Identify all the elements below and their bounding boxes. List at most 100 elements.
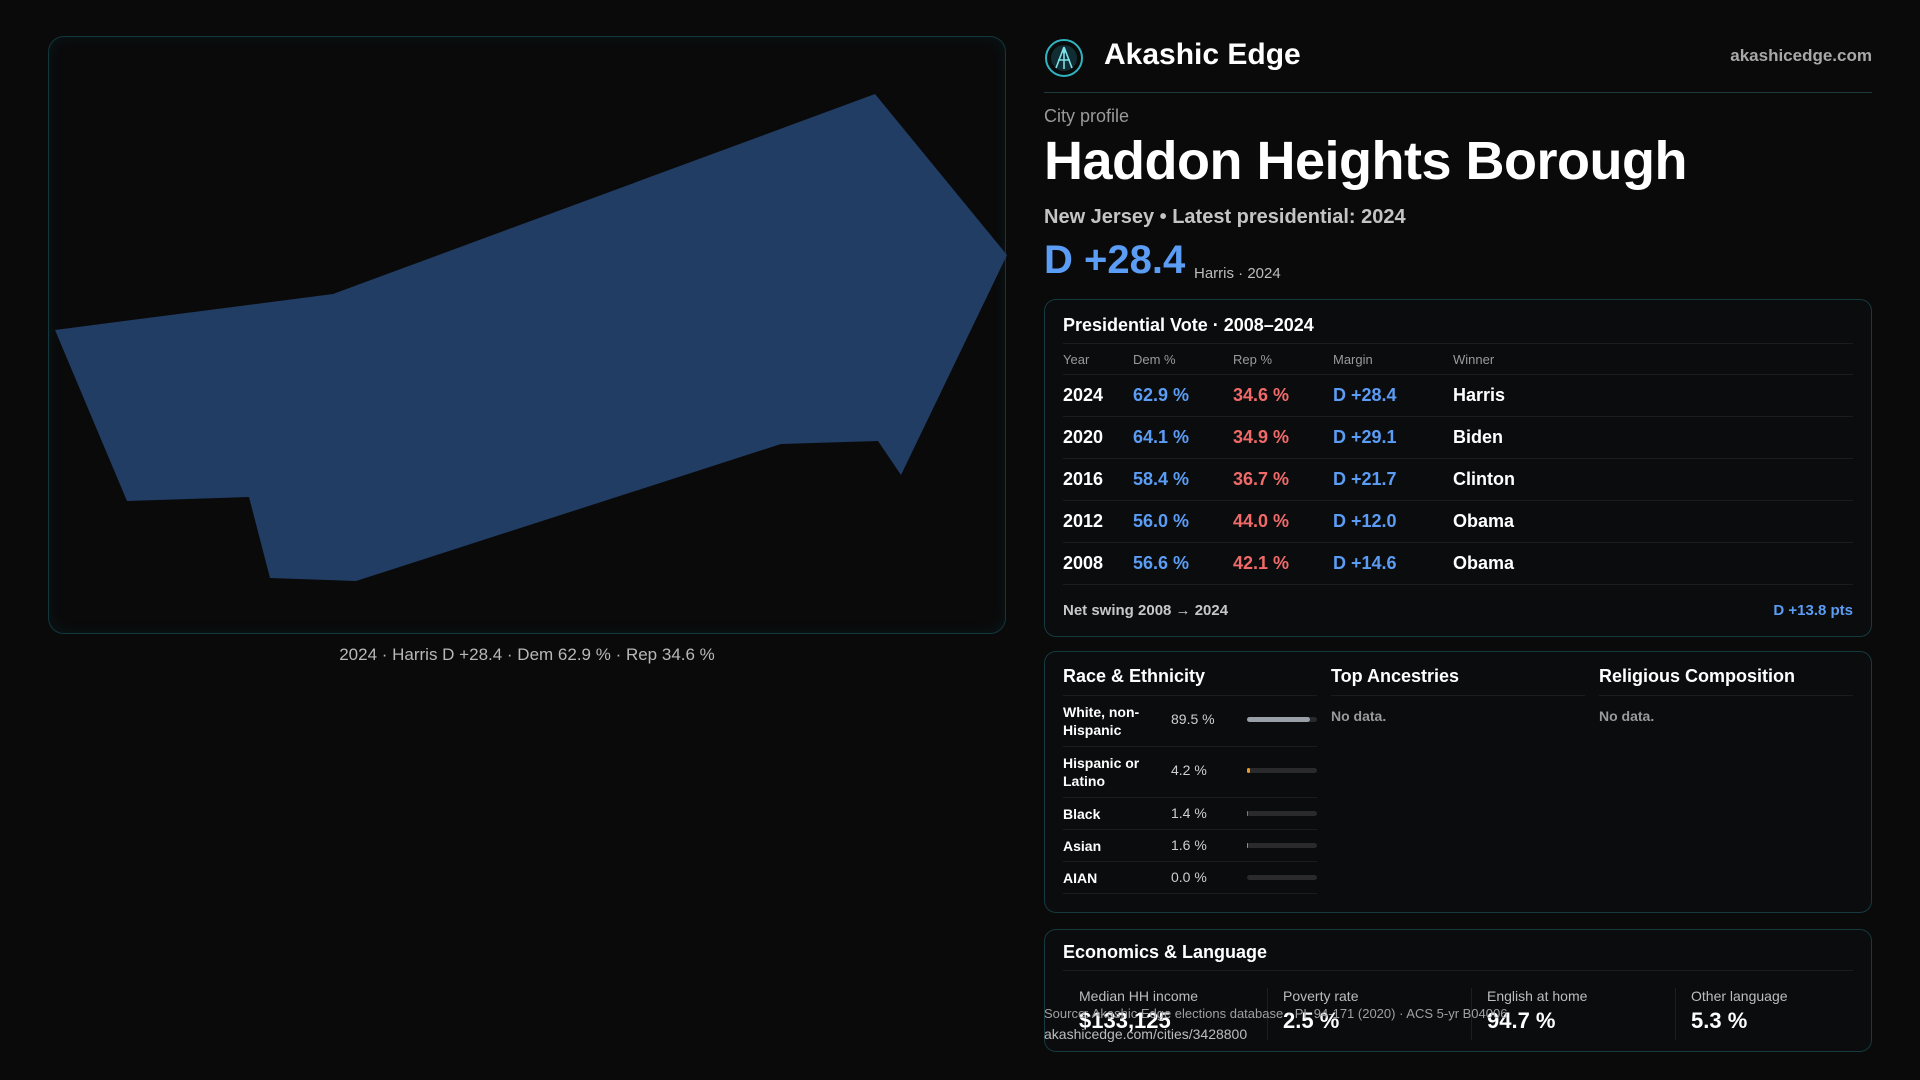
row-rep: 36.7 % [1233, 458, 1333, 501]
race-label: Asian [1063, 838, 1102, 854]
econ-value: 94.7 % [1487, 1008, 1556, 1033]
row-margin: D +12.0 [1333, 500, 1453, 543]
race-row: AIAN 0.0 % [1063, 862, 1317, 894]
divider [1675, 988, 1676, 1040]
race-pct: 4.2 % [1171, 762, 1207, 778]
race-label: AIAN [1063, 870, 1098, 886]
race-bar [1247, 875, 1317, 880]
econ-value: $133,125 [1079, 1008, 1171, 1033]
divider [1063, 970, 1853, 971]
econ-cell-english: English at home 94.7 % [1487, 988, 1667, 1034]
race-title: Race & Ethnicity [1063, 666, 1317, 696]
religion-column: Religious Composition No data. [1599, 666, 1853, 724]
row-rep: 34.6 % [1233, 374, 1333, 417]
race-label: Black [1063, 806, 1101, 822]
econ-cell-other-language: Other language 5.3 % [1691, 988, 1871, 1034]
row-winner: Biden [1453, 416, 1853, 459]
economics-card: Economics & Language Median HH income $1… [1044, 929, 1872, 1052]
econ-label: Poverty rate [1283, 988, 1359, 1004]
race-row: White, non-Hispanic 89.5 % [1063, 696, 1317, 747]
row-year: 2008 [1063, 542, 1133, 585]
race-pct: 1.4 % [1171, 805, 1207, 821]
row-dem: 62.9 % [1133, 374, 1233, 417]
econ-cell-poverty: Poverty rate 2.5 % [1283, 988, 1463, 1034]
row-year: 2012 [1063, 500, 1133, 543]
map-panel [48, 36, 1007, 635]
race-bar [1247, 717, 1317, 722]
municipality-boundary-map[interactable] [49, 37, 1007, 635]
row-winner: Clinton [1453, 458, 1853, 501]
race-pct: 0.0 % [1171, 869, 1207, 885]
brand-name[interactable]: Akashic Edge [1104, 38, 1301, 71]
econ-value: 2.5 % [1283, 1008, 1340, 1033]
akashic-logo-icon[interactable] [1044, 38, 1084, 78]
vote-card-title: Presidential Vote · 2008–2024 [1063, 315, 1314, 335]
econ-cell-income: Median HH income $133,125 [1079, 988, 1259, 1034]
race-label: Hispanic or Latino [1063, 755, 1140, 789]
row-dem: 56.0 % [1133, 500, 1233, 543]
row-margin: D +28.4 [1333, 374, 1453, 417]
race-bar [1247, 768, 1317, 773]
footer-source: Source: Akashic Edge elections database … [1044, 1006, 1508, 1021]
col-rep: Rep % [1233, 343, 1333, 375]
brand-header: Akashic Edge akashicedge.com [1044, 36, 1872, 93]
row-year: 2024 [1063, 374, 1133, 417]
econ-label: English at home [1487, 988, 1588, 1004]
row-margin: D +29.1 [1333, 416, 1453, 459]
latest-margin-note: Harris · 2024 [1194, 265, 1281, 282]
row-winner: Obama [1453, 542, 1853, 585]
col-year: Year [1063, 343, 1133, 375]
net-swing-label: Net swing 2008 → 2024 [1063, 602, 1229, 619]
net-swing-value: D +13.8 pts [1773, 602, 1853, 619]
table-row: 2016 58.4 % 36.7 % D +21.7 Clinton [1063, 458, 1853, 501]
row-margin: D +21.7 [1333, 458, 1453, 501]
vote-table: Year Dem % Rep % Margin Winner 2024 62.9… [1063, 343, 1853, 585]
page-title: Haddon Heights Borough [1044, 131, 1687, 191]
row-year: 2016 [1063, 458, 1133, 501]
row-dem: 58.4 % [1133, 458, 1233, 501]
footer-url-link[interactable]: akashicedge.com/cities/3428800 [1044, 1026, 1248, 1042]
race-row: Asian 1.6 % [1063, 830, 1317, 862]
race-list: White, non-Hispanic 89.5 % Hispanic or Lat… [1063, 696, 1317, 894]
race-label: White, non-Hispanic [1063, 704, 1140, 738]
col-margin: Margin [1333, 343, 1453, 375]
municipality-shape[interactable] [55, 94, 1007, 581]
row-dem: 64.1 % [1133, 416, 1233, 459]
race-row: Hispanic or Latino 4.2 % [1063, 747, 1317, 798]
latest-margin: D +28.4 [1044, 238, 1186, 282]
race-bar-fill [1247, 811, 1249, 816]
race-row: Black 1.4 % [1063, 798, 1317, 830]
vote-table-header: Year Dem % Rep % Margin Winner [1063, 343, 1853, 375]
race-bar-fill [1247, 717, 1310, 722]
econ-label: Other language [1691, 988, 1788, 1004]
row-rep: 42.1 % [1233, 542, 1333, 585]
table-row: 2020 64.1 % 34.9 % D +29.1 Biden [1063, 416, 1853, 459]
demographics-card: Race & Ethnicity White, non-Hispanic 89.5… [1044, 651, 1872, 913]
row-year: 2020 [1063, 416, 1133, 459]
table-row: 2024 62.9 % 34.6 % D +28.4 Harris [1063, 374, 1853, 417]
econ-value: 5.3 % [1691, 1008, 1748, 1033]
race-column: Race & Ethnicity White, non-Hispanic 89.5… [1063, 666, 1317, 894]
ancestries-title: Top Ancestries [1331, 666, 1585, 696]
row-rep: 34.9 % [1233, 416, 1333, 459]
religion-empty: No data. [1599, 708, 1655, 724]
brand-url-link[interactable]: akashicedge.com [1730, 46, 1872, 65]
race-pct: 1.6 % [1171, 837, 1207, 853]
row-winner: Harris [1453, 374, 1853, 417]
economics-title: Economics & Language [1063, 942, 1268, 962]
ancestries-empty: No data. [1331, 708, 1387, 724]
row-winner: Obama [1453, 500, 1853, 543]
race-bar-fill [1247, 768, 1250, 773]
divider [1471, 988, 1472, 1040]
econ-label: Median HH income [1079, 988, 1199, 1004]
race-pct: 89.5 % [1171, 711, 1215, 727]
table-row: 2008 56.6 % 42.1 % D +14.6 Obama [1063, 542, 1853, 585]
religion-title: Religious Composition [1599, 666, 1853, 696]
race-bar [1247, 811, 1317, 816]
race-bar-fill [1247, 843, 1249, 848]
divider [1267, 988, 1268, 1040]
row-rep: 44.0 % [1233, 500, 1333, 543]
row-dem: 56.6 % [1133, 542, 1233, 585]
col-winner: Winner [1453, 343, 1853, 375]
page-subtitle: New Jersey • Latest presidential: 2024 [1044, 206, 1406, 228]
